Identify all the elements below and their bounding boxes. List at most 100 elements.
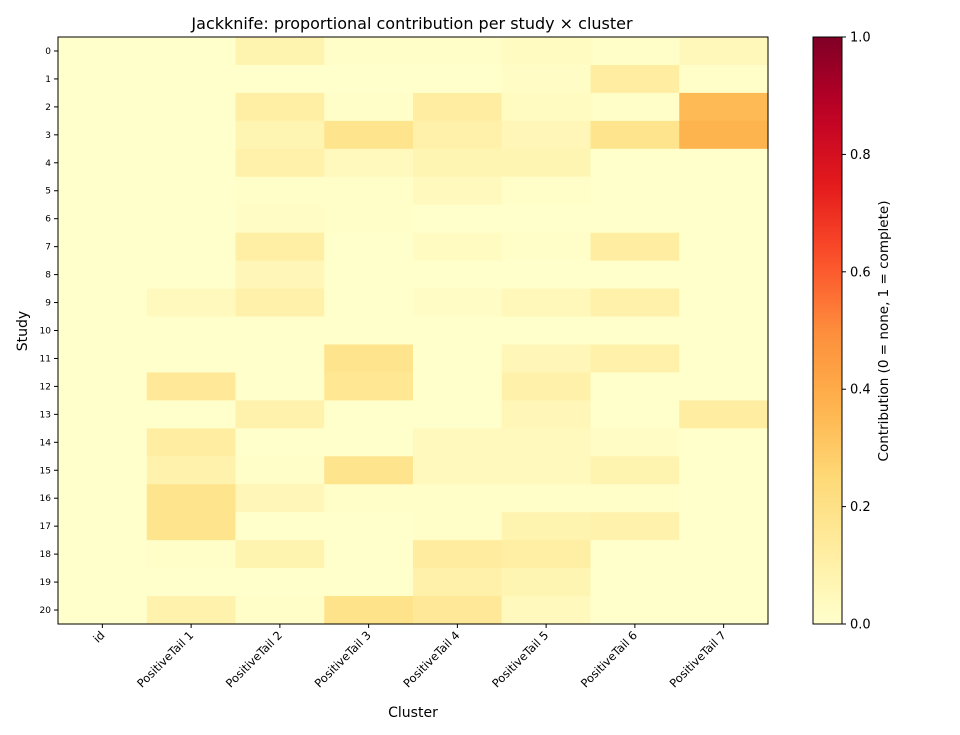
heatmap-cell [501,456,592,485]
heatmap-cell [590,316,680,346]
heatmap-cell [413,344,503,374]
heatmap-cell [413,400,503,429]
heatmap-cell [146,176,237,206]
heatmap-cell [501,512,592,541]
heatmap-cell [590,456,680,485]
heatmap-cell [58,92,148,122]
heatmap-cell [324,232,414,262]
heatmap-cell [146,260,237,290]
heatmap-cell [679,64,769,94]
x-tick-label: PositiveTail 2 [223,628,285,690]
heatmap-cell [324,568,414,597]
y-tick-label: 11 [40,354,51,364]
heatmap-cell [324,428,414,457]
heatmap-cell [58,596,148,625]
heatmap-cell [590,372,680,401]
colorbar-label: Contribution (0 = none, 1 = complete) [876,201,892,462]
heatmap-cell [590,400,680,429]
heatmap-cell [58,344,148,374]
heatmap-cell [413,260,503,290]
heatmap-cell [590,596,680,625]
heatmap-cell [146,204,237,234]
heatmap-cell [235,148,325,178]
heatmap-cell [413,596,503,625]
heatmap-cell [324,204,414,234]
heatmap-cell [679,484,769,513]
colorbar-tick-label: 0.2 [850,500,871,515]
colorbar-tick-label: 0.6 [850,265,871,280]
heatmap-cell [501,316,592,346]
y-tick-label: 4 [45,159,51,169]
heatmap-cell [235,344,325,374]
heatmap-cell [413,428,503,457]
y-tick-label: 18 [40,550,52,560]
heatmap-cell [58,232,148,262]
y-tick-label: 6 [45,215,51,225]
heatmap-cell [590,540,680,569]
heatmap-cell [413,540,503,569]
y-tick-label: 14 [40,438,52,448]
heatmap-cell [146,540,237,569]
heatmap-cell [501,92,592,122]
heatmap-cell [58,176,148,206]
heatmap-cell [590,288,680,318]
heatmap-cell [324,64,414,94]
heatmap-cell [679,148,769,178]
heatmap-cell [679,120,769,150]
y-tick-label: 8 [45,271,51,281]
heatmap-cell [324,148,414,178]
heatmap-cell [590,344,680,374]
heatmap-cells [58,37,769,625]
heatmap-cell [501,176,592,206]
heatmap-cell [679,344,769,374]
heatmap-cell [324,92,414,122]
y-tick-label: 20 [40,606,52,616]
heatmap-cell [324,400,414,429]
heatmap-cell [501,232,592,262]
heatmap-cell [324,540,414,569]
x-tick-label: PositiveTail 5 [489,628,551,690]
heatmap-cell [235,596,325,625]
chart-title: Jackknife: proportional contribution per… [190,14,633,33]
heatmap-cell [679,232,769,262]
heatmap-cell [413,456,503,485]
heatmap-cell [324,372,414,401]
heatmap-cell [58,400,148,429]
heatmap-cell [501,288,592,318]
heatmap-cell [58,512,148,541]
y-tick-label: 19 [40,578,52,588]
heatmap-cell [324,344,414,374]
y-tick-label: 3 [45,131,51,141]
heatmap-cell [413,148,503,178]
heatmap-cell [590,64,680,94]
heatmap-cell [58,148,148,178]
y-tick-label: 7 [45,243,51,253]
heatmap-cell [413,204,503,234]
heatmap-cell [679,568,769,597]
heatmap-cell [235,204,325,234]
heatmap-cell [146,456,237,485]
heatmap-cell [324,176,414,206]
heatmap-cell [679,512,769,541]
y-tick-label: 0 [45,47,51,57]
heatmap-cell [235,92,325,122]
heatmap-cell [413,316,503,346]
heatmap-cell [413,512,503,541]
heatmap-cell [235,456,325,485]
heatmap-cell [679,316,769,346]
heatmap-cell [590,120,680,150]
heatmap-cell [58,316,148,346]
heatmap-cell [413,92,503,122]
heatmap-cell [235,400,325,429]
x-tick-label: PositiveTail 7 [667,628,729,690]
colorbar [812,36,843,625]
heatmap-cell [58,372,148,401]
y-tick-label: 10 [40,327,52,337]
heatmap-cell [58,64,148,94]
heatmap-cell [501,484,592,513]
heatmap-cell [590,37,680,66]
heatmap-cell [146,568,237,597]
heatmap-cell [146,37,237,66]
